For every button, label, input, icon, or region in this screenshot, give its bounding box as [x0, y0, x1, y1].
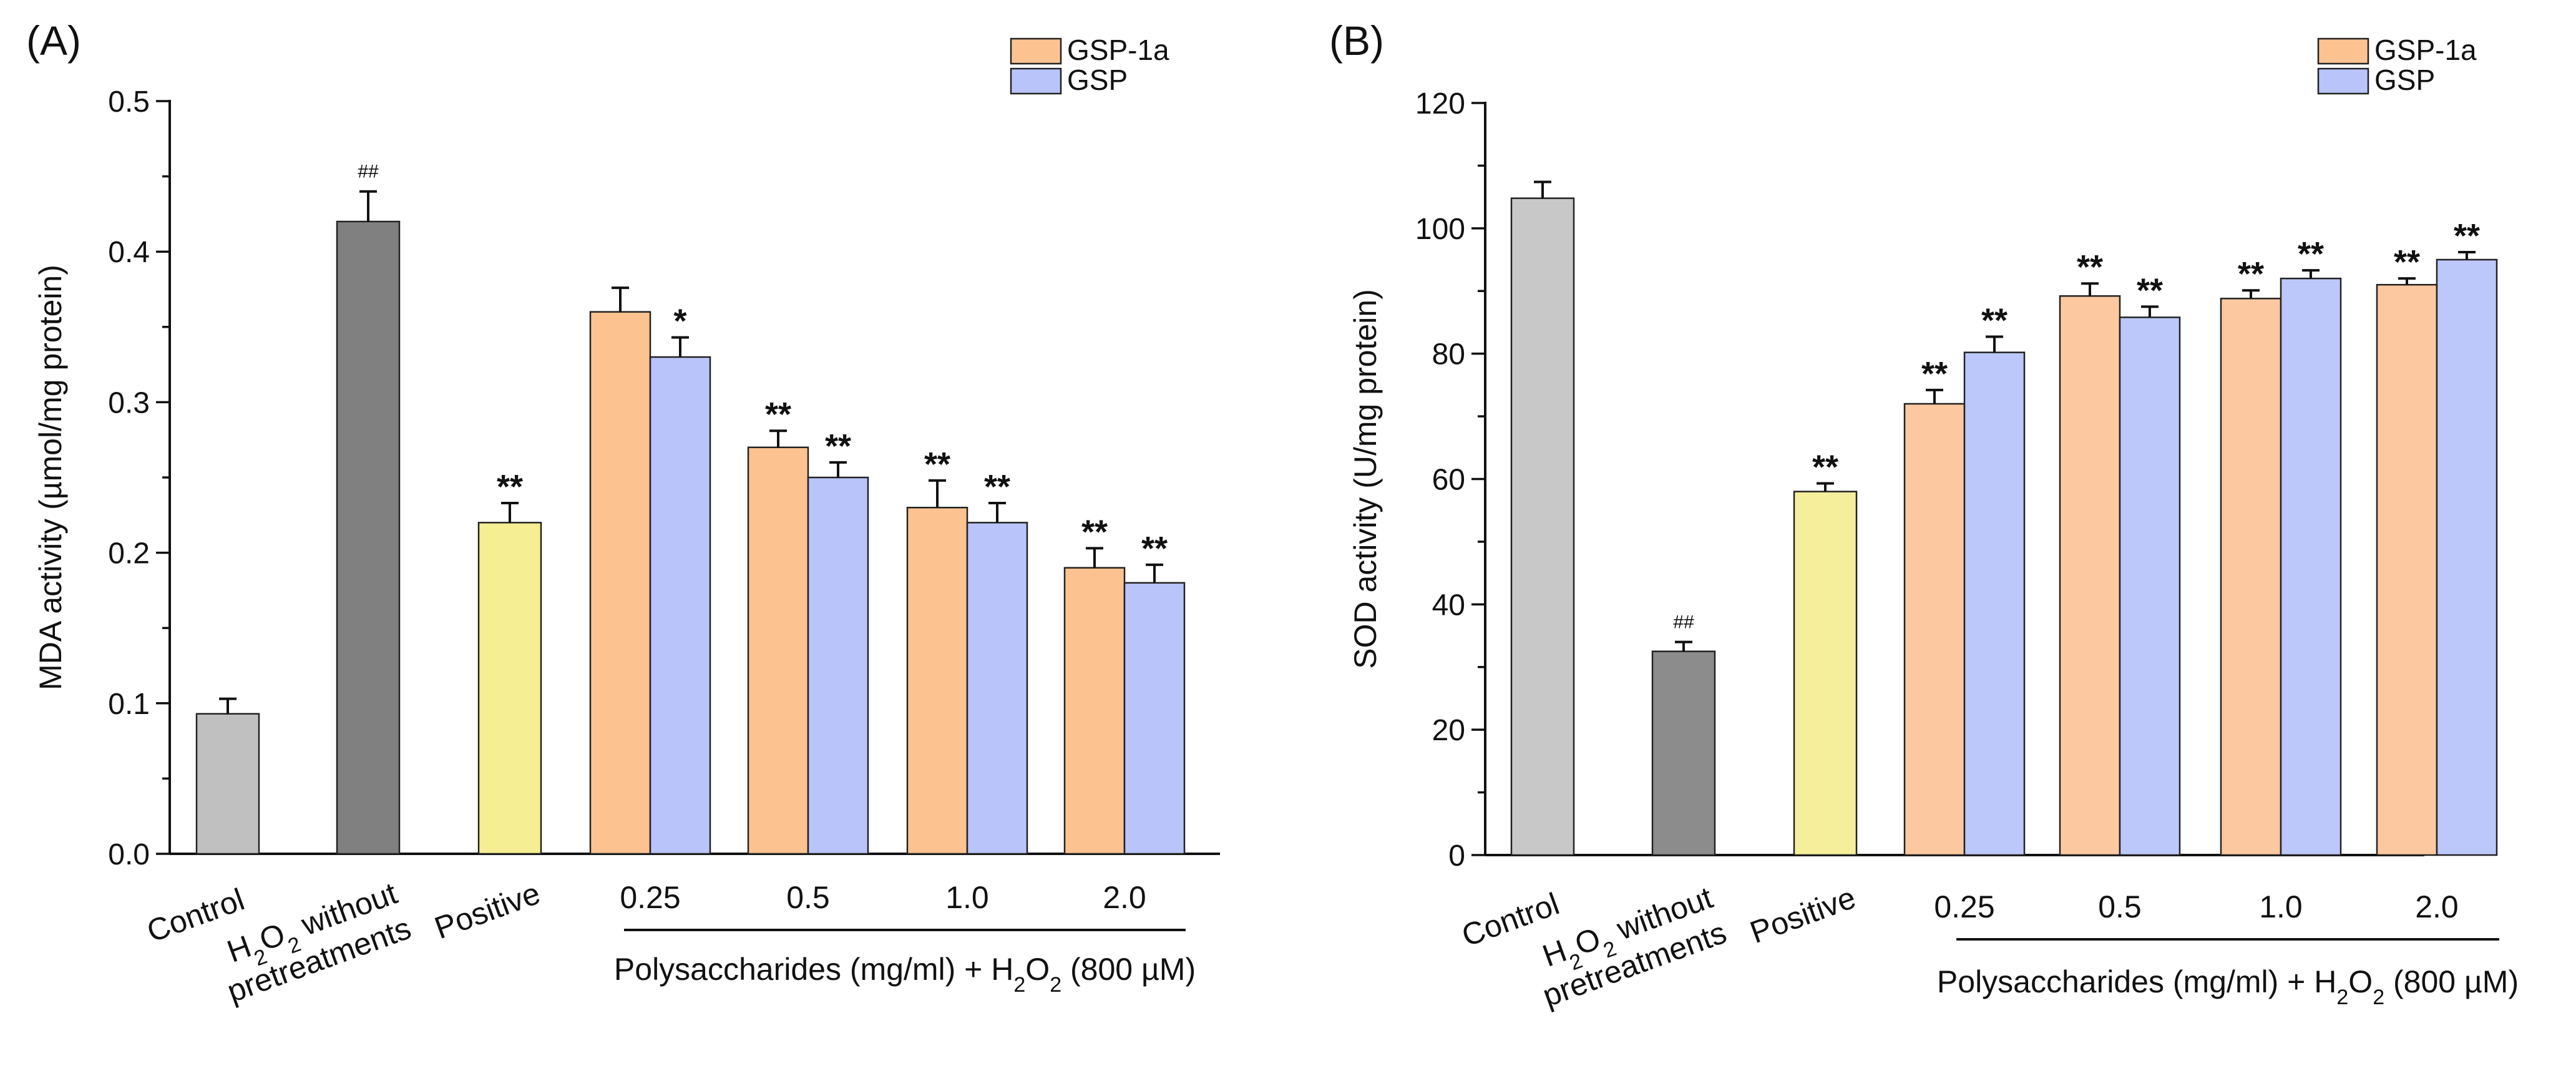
concentration-label: 1.0: [945, 880, 989, 915]
bar-series-0-2: [2220, 298, 2282, 856]
concentration-label: 0.5: [2098, 889, 2142, 924]
significance-label: **: [2394, 243, 2420, 281]
bar-series-1-2: [2280, 277, 2342, 856]
bar-series-0-0: [589, 311, 651, 855]
label-part: (800 µM): [2384, 964, 2519, 999]
significance-label: **: [1141, 530, 1168, 567]
significance-label: **: [2238, 255, 2264, 293]
bar-series-0-3: [2376, 283, 2438, 856]
significance-label: **: [1812, 449, 1838, 486]
concentration-label: 2.0: [1103, 880, 1146, 915]
legend-swatch: [2317, 67, 2369, 95]
bar-series-1-1: [807, 476, 869, 855]
category-label-positive: Positive: [430, 876, 545, 946]
y-axis-label: SOD activity (U/mg protein): [1348, 289, 1383, 668]
bar-series-0-1: [2059, 295, 2121, 856]
y-tick-label: 120: [1415, 87, 1465, 120]
legend-label: GSP-1a: [1067, 34, 1169, 66]
significance-label: **: [1981, 302, 2008, 340]
y-tick-label: 0.0: [108, 838, 150, 871]
x-axis-label: Polysaccharides (mg/ml) + H2O2 (800 µM): [614, 952, 1196, 997]
label-part: Polysaccharides (mg/ml) + H: [1937, 964, 2336, 999]
label-part: Polysaccharides (mg/ml) + H: [614, 952, 1013, 987]
concentration-label: 2.0: [2415, 889, 2459, 924]
label-part: O: [1025, 952, 1050, 987]
concentration-label: 0.25: [620, 880, 680, 915]
panel-a: (A) 0.0 0.1 0.2 0.3 0.4 0.5 MDA activity (µmol/…: [26, 17, 1220, 1009]
bar-series-0-3: [1063, 567, 1126, 855]
significance-label: **: [765, 396, 791, 433]
label-part: (800 µM): [1061, 952, 1196, 987]
bar-series-1-0: [649, 356, 711, 855]
label-subscript: 2: [2336, 986, 2348, 1009]
bar-single-0: [195, 713, 260, 855]
bar-series-0-2: [906, 506, 968, 855]
panel-label: (A): [26, 17, 81, 64]
concentration-label: 0.5: [786, 880, 830, 915]
label-subscript: 2: [1013, 973, 1025, 997]
label-subscript: 2: [2373, 986, 2384, 1009]
significance-label: ##: [1673, 612, 1694, 633]
x-axis-label: Polysaccharides (mg/ml) + H2O2 (800 µM): [1937, 964, 2519, 1009]
legend-swatch: [1010, 37, 1062, 65]
y-tick-label: 60: [1432, 464, 1465, 497]
y-tick-label: 0.5: [108, 86, 150, 119]
significance-label: **: [984, 468, 1010, 506]
bar-series-1-0: [1963, 351, 2026, 856]
y-tick-label: 0: [1448, 839, 1465, 873]
legend-label: GSP-1a: [2374, 34, 2477, 66]
category-label-positive: Positive: [1745, 880, 1860, 951]
significance-label: **: [497, 468, 523, 506]
significance-label: **: [1921, 355, 1948, 393]
bar-single-1: [336, 220, 401, 855]
y-tick-label: 0.2: [108, 537, 150, 570]
bar-series-1-3: [2436, 258, 2498, 856]
significance-label: **: [2137, 271, 2163, 309]
bar-series-0-0: [1903, 403, 1966, 856]
y-tick-label: 20: [1432, 714, 1465, 747]
panel-b: (B) 0 20 40 60 80 100 120 SOD activity (U/mg pro…: [1329, 17, 2519, 1014]
significance-label: **: [924, 446, 950, 483]
significance-label: *: [673, 303, 686, 340]
bar-series-0-1: [747, 446, 809, 855]
significance-label: ##: [358, 162, 379, 182]
bar-single-0: [1510, 197, 1575, 856]
significance-label: **: [2454, 217, 2480, 255]
y-axis-label: MDA activity (µmol/mg protein): [33, 265, 68, 690]
bar-series-1-1: [2119, 316, 2181, 856]
significance-label: **: [2077, 248, 2103, 286]
y-tick-label: 40: [1432, 589, 1465, 622]
bar-single-2: [477, 522, 542, 855]
panel-label: (B): [1329, 17, 1384, 64]
y-tick-label: 100: [1415, 213, 1465, 246]
label-part: O: [2348, 964, 2373, 999]
bar-series-1-3: [1123, 582, 1186, 855]
y-tick-label: 0.1: [108, 688, 150, 721]
bar-single-1: [1651, 650, 1716, 856]
y-tick-label: 0.4: [108, 236, 150, 269]
y-tick-label: 80: [1432, 338, 1465, 371]
legend-label: GSP: [1067, 64, 1128, 96]
significance-label: **: [2298, 235, 2324, 273]
concentration-label: 0.25: [1934, 889, 1994, 924]
significance-label: **: [825, 428, 851, 465]
label-subscript: 2: [1050, 973, 1061, 997]
legend-label: GSP: [2374, 64, 2435, 96]
concentration-label: 1.0: [2259, 889, 2303, 924]
significance-label: **: [1081, 513, 1108, 550]
legend-swatch: [1010, 67, 1062, 95]
bar-single-2: [1793, 491, 1858, 856]
bar-series-1-2: [966, 522, 1028, 855]
y-tick-label: 0.3: [108, 386, 150, 419]
legend-swatch: [2317, 37, 2369, 65]
